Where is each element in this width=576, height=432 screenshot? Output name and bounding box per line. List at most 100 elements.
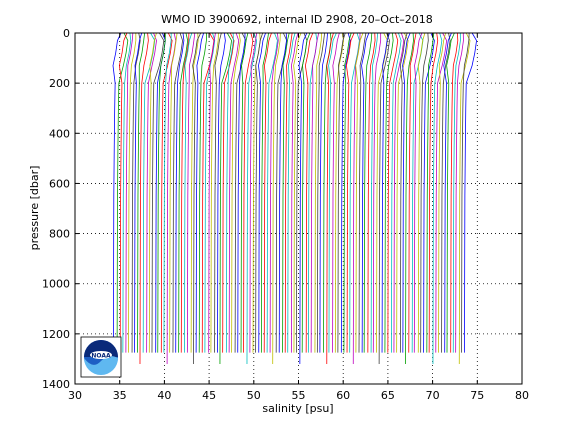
y-tick-label: 200 xyxy=(49,77,70,90)
salinity-profile xyxy=(290,33,299,353)
salinity-profile xyxy=(243,33,254,353)
salinity-profile xyxy=(343,33,352,353)
salinity-profile xyxy=(298,33,308,364)
salinity-profile xyxy=(146,33,157,353)
salinity-profile xyxy=(332,33,340,353)
salinity-profile xyxy=(428,33,439,353)
salinity-profile xyxy=(441,33,451,353)
salinity-profile xyxy=(452,33,461,353)
salinity-profile xyxy=(184,33,193,353)
salinity-profile xyxy=(396,33,409,353)
salinity-profile xyxy=(231,33,241,353)
salinity-profile xyxy=(326,33,334,364)
salinity-profile xyxy=(378,33,390,364)
salinity-profile xyxy=(319,33,328,353)
x-tick-label: 45 xyxy=(202,389,216,402)
noaa-logo: NOAA xyxy=(80,336,122,378)
salinity-profile xyxy=(208,33,216,353)
salinity-profile xyxy=(142,33,156,353)
x-axis-ticks: 30 35 40 45 50 55 60 65 70 75 80 xyxy=(68,33,529,402)
salinity-profile xyxy=(263,33,272,353)
salinity-profile xyxy=(137,33,146,353)
salinity-profile xyxy=(399,33,408,353)
salinity-profile xyxy=(304,33,314,353)
salinity-profile xyxy=(314,33,323,353)
salinity-profile xyxy=(128,33,137,353)
salinity-profile xyxy=(420,33,429,353)
salinity-profile xyxy=(190,33,199,353)
salinity-profile xyxy=(157,33,166,353)
salinity-profile xyxy=(134,33,143,353)
salinity-profile xyxy=(337,33,346,353)
salinity-profile xyxy=(118,33,128,353)
x-tick-label: 40 xyxy=(157,389,171,402)
salinity-profile xyxy=(316,33,325,353)
x-tick-label: 35 xyxy=(113,389,127,402)
salinity-profile xyxy=(408,33,417,353)
salinity-profile xyxy=(192,33,202,364)
salinity-profile xyxy=(393,33,405,353)
salinity-profile xyxy=(266,33,278,353)
salinity-profile xyxy=(172,33,183,353)
y-tick-label: 1200 xyxy=(42,328,70,341)
salinity-profile xyxy=(240,33,249,353)
salinity-profile xyxy=(334,33,344,353)
salinity-profile xyxy=(402,33,411,353)
salinity-profile xyxy=(423,33,435,353)
salinity-profile xyxy=(310,33,320,353)
y-tick-label: 1000 xyxy=(42,278,70,291)
salinity-profile xyxy=(287,33,296,353)
salinity-profile xyxy=(391,33,402,353)
salinity-profile xyxy=(272,33,281,364)
salinity-profile xyxy=(210,33,219,353)
x-axis-label: salinity [psu] xyxy=(262,402,333,415)
salinity-profile xyxy=(282,33,290,353)
salinity-profile xyxy=(269,33,279,353)
salinity-profile xyxy=(426,33,435,353)
x-tick-label: 70 xyxy=(426,389,440,402)
salinity-profile xyxy=(260,33,269,353)
salinity-profile xyxy=(169,33,178,353)
y-tick-label: 400 xyxy=(49,127,70,140)
salinity-profile xyxy=(195,33,205,353)
salinity-profile xyxy=(222,33,235,353)
salinity-profile xyxy=(438,33,446,353)
salinity-profile xyxy=(217,33,226,353)
salinity-profile xyxy=(432,33,443,364)
salinity-profile xyxy=(355,33,364,353)
salinity-profile xyxy=(249,33,258,353)
salinity-profile xyxy=(458,33,471,364)
chart-title: WMO ID 3900692, internal ID 2908, 20–Oct… xyxy=(161,13,433,26)
salinity-profile xyxy=(116,33,129,353)
profiles xyxy=(112,33,477,364)
x-tick-label: 50 xyxy=(247,389,261,402)
salinity-profile xyxy=(363,33,373,353)
y-tick-label: 0 xyxy=(63,27,70,40)
x-tick-label: 80 xyxy=(515,389,529,402)
x-tick-label: 75 xyxy=(470,389,484,402)
salinity-profile xyxy=(349,33,360,353)
salinity-profile xyxy=(228,33,240,353)
salinity-profile xyxy=(384,33,394,353)
salinity-profile xyxy=(387,33,399,353)
y-tick-label: 800 xyxy=(49,228,70,241)
salinity-profile xyxy=(417,33,426,353)
salinity-profile xyxy=(237,33,246,353)
x-tick-label: 65 xyxy=(381,389,395,402)
salinity-profile xyxy=(122,33,132,353)
x-tick-label: 30 xyxy=(68,389,82,402)
salinity-profile xyxy=(455,33,464,353)
salinity-profile xyxy=(435,33,448,353)
salinity-profile xyxy=(178,33,189,353)
salinity-profile xyxy=(361,33,370,353)
salinity-profile xyxy=(293,33,302,353)
salinity-profile xyxy=(358,33,367,353)
salinity-profile xyxy=(198,33,207,353)
salinity-profile xyxy=(151,33,165,353)
salinity-profile xyxy=(204,33,216,353)
salinity-profile xyxy=(446,33,455,353)
salinity-profile xyxy=(139,33,149,364)
salinity-profile xyxy=(405,33,414,364)
y-tick-label: 600 xyxy=(49,177,70,190)
